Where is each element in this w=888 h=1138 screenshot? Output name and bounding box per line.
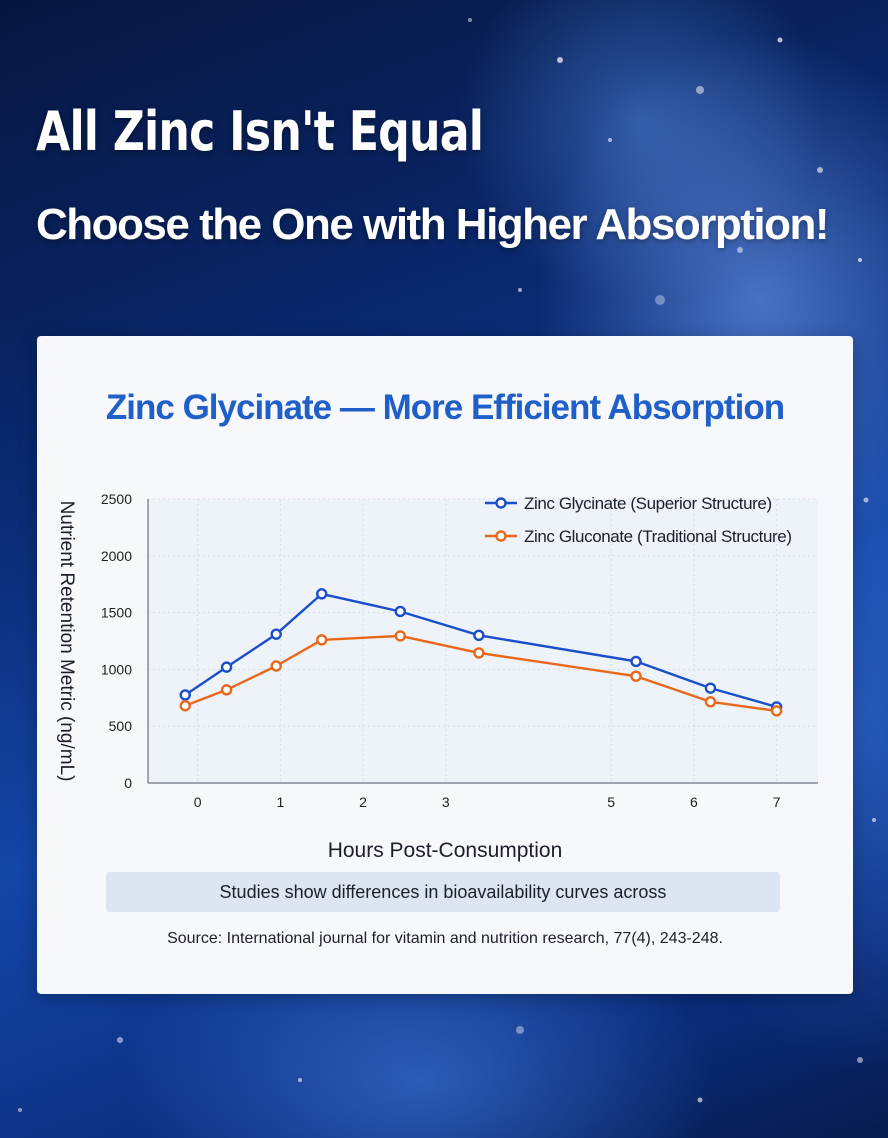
data-point-series-2 — [270, 660, 282, 672]
data-point-series-2 — [394, 630, 406, 642]
data-point-series-1 — [179, 689, 191, 701]
x-tick-label: 3 — [442, 794, 450, 810]
y-tick-label: 1500 — [101, 605, 132, 621]
data-point-series-2 — [473, 647, 485, 659]
y-tick-label: 1000 — [101, 661, 132, 677]
y-tick-label: 2500 — [101, 491, 132, 507]
x-tick-label: 7 — [773, 794, 781, 810]
headline: All Zinc Isn't Equal — [36, 100, 484, 163]
legend-marker-2 — [495, 530, 507, 542]
subheadline: Choose the One with Higher Absorption! — [36, 200, 830, 249]
data-point-series-1 — [473, 629, 485, 642]
data-point-series-1 — [316, 588, 328, 600]
legend-marker-1 — [495, 497, 507, 509]
y-axis-title: Nutrient Retention Metric (ng/mL) — [56, 501, 77, 782]
data-point-series-1 — [394, 605, 406, 618]
plot-area — [148, 499, 818, 783]
data-point-series-2 — [316, 634, 328, 646]
x-tick-label: 1 — [276, 794, 284, 810]
x-axis-title: Hours Post-Consumption — [328, 839, 563, 862]
y-tick-label: 500 — [109, 718, 133, 734]
data-point-series-2 — [630, 670, 642, 682]
data-point-series-1 — [630, 655, 642, 668]
study-note-text: Studies show differences in bioavailabil… — [219, 881, 667, 902]
data-point-series-1 — [220, 661, 233, 673]
data-point-series-2 — [704, 696, 717, 708]
y-tick-label: 0 — [124, 775, 132, 791]
data-point-series-2 — [220, 684, 233, 696]
chart-card: Zinc Glycinate — More Efficient Absorpti… — [37, 336, 853, 994]
x-tick-label: 0 — [194, 794, 202, 810]
data-point-series-1 — [704, 682, 717, 694]
legend-label-1: Zinc Glycinate (Superior Structure) — [524, 494, 772, 513]
data-point-series-2 — [770, 705, 783, 717]
line-chart: 0 500 1000 1500 2000 2500 0 1 2 3 5 6 7 Hours Post-Co… — [56, 491, 818, 862]
data-point-series-2 — [179, 700, 191, 712]
y-tick-label: 2000 — [101, 548, 132, 564]
x-tick-label: 5 — [607, 794, 615, 810]
data-point-series-1 — [270, 628, 282, 640]
legend-label-2: Zinc Gluconate (Traditional Structure) — [524, 527, 792, 546]
x-tick-label: 2 — [359, 794, 367, 810]
x-tick-label: 6 — [690, 794, 698, 810]
source-citation: Source: International journal for vitami… — [167, 930, 723, 947]
study-note-box: Studies show differences in bioavailabil… — [106, 872, 780, 912]
chart-title: Zinc Glycinate — More Efficient Absorpti… — [105, 388, 785, 427]
